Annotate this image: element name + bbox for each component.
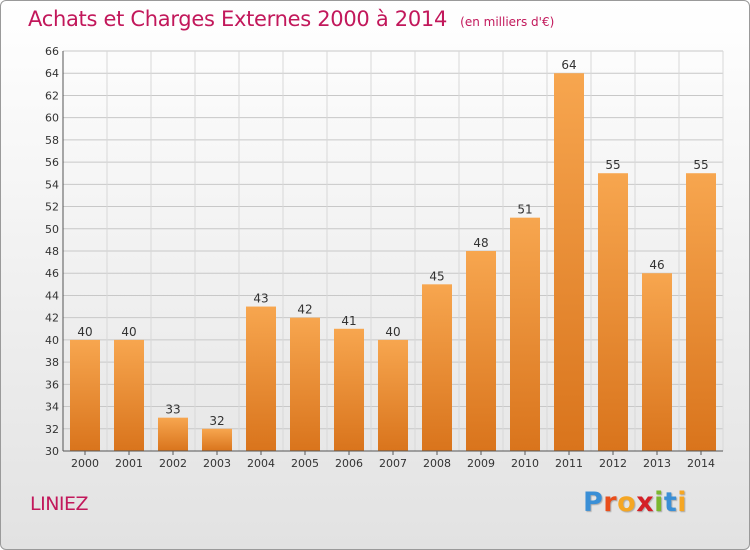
bars — [70, 73, 716, 451]
x-tick-label: 2004 — [247, 457, 275, 470]
data-label: 32 — [209, 414, 224, 428]
y-tick-label: 34 — [45, 401, 59, 414]
data-label: 41 — [341, 314, 356, 328]
data-label: 48 — [473, 236, 488, 250]
chart-title: Achats et Charges Externes 2000 à 2014 — [28, 7, 448, 31]
bar — [686, 173, 716, 451]
data-label: 64 — [561, 58, 576, 72]
bar — [378, 339, 408, 451]
x-tick-label: 2000 — [71, 457, 99, 470]
x-tick-label: 2007 — [379, 457, 407, 470]
commune-name: LINIEZ — [30, 493, 89, 515]
x-tick-label: 2002 — [159, 457, 187, 470]
data-label: 40 — [385, 325, 400, 339]
y-tick-label: 66 — [45, 45, 59, 58]
y-tick-label: 44 — [45, 289, 59, 302]
data-label: 55 — [605, 158, 620, 172]
y-tick-label: 60 — [45, 112, 59, 125]
data-label: 42 — [297, 303, 312, 317]
x-tick-label: 2001 — [115, 457, 143, 470]
x-tick-label: 2006 — [335, 457, 363, 470]
bar — [290, 317, 320, 451]
y-tick-label: 64 — [45, 67, 59, 80]
bar — [246, 306, 276, 451]
proxiti-logo[interactable]: Proxiti — [583, 487, 687, 518]
data-label: 51 — [517, 203, 532, 217]
bar — [202, 428, 232, 451]
logo-letter: o — [617, 487, 637, 518]
x-tick-label: 2005 — [291, 457, 319, 470]
data-label: 55 — [693, 158, 708, 172]
title-row: Achats et Charges Externes 2000 à 2014 (… — [28, 7, 554, 31]
x-tick-label: 2008 — [423, 457, 451, 470]
logo-letter: P — [583, 487, 604, 518]
bar — [510, 217, 540, 451]
y-tick-label: 46 — [45, 267, 59, 280]
chart-unit: (en milliers d'€) — [460, 15, 555, 29]
x-tick-label: 2012 — [599, 457, 627, 470]
data-labels: 40 40 33 32 43 42 41 40 45 48 51 64 55 46 55 — [77, 58, 708, 428]
x-tick-label: 2011 — [555, 457, 583, 470]
y-tick-label: 56 — [45, 156, 59, 169]
bar — [598, 173, 628, 451]
bar — [642, 273, 672, 451]
x-tick-label: 2009 — [467, 457, 495, 470]
y-tick-label: 52 — [45, 201, 59, 214]
data-label: 46 — [649, 258, 664, 272]
x-tick-label: 2013 — [643, 457, 671, 470]
logo-letter: r — [603, 487, 618, 518]
data-label: 43 — [253, 292, 268, 306]
x-axis: 2000 2001 2002 2003 2004 2005 2006 2007 2008 2009… — [63, 450, 723, 470]
bar — [334, 328, 364, 451]
y-tick-label: 32 — [45, 423, 59, 436]
bar — [554, 73, 584, 451]
x-tick-label: 2014 — [687, 457, 715, 470]
x-tick-label: 2010 — [511, 457, 539, 470]
logo-letter: i — [654, 487, 664, 518]
bar — [70, 339, 100, 451]
y-tick-label: 42 — [45, 312, 59, 325]
y-tick-label: 30 — [45, 445, 59, 458]
bar — [158, 417, 188, 451]
y-tick-label: 36 — [45, 378, 59, 391]
y-tick-label: 54 — [45, 178, 59, 191]
logo-letter: i — [677, 487, 688, 518]
y-tick-label: 58 — [45, 134, 59, 147]
data-label: 33 — [165, 403, 180, 417]
bar — [114, 339, 144, 451]
bar — [422, 284, 452, 451]
logo-letter: x — [636, 487, 655, 518]
y-tick-label: 40 — [45, 334, 59, 347]
y-tick-label: 50 — [45, 223, 59, 236]
logo-letter: t — [663, 487, 678, 518]
data-label: 40 — [77, 325, 92, 339]
data-label: 45 — [429, 269, 444, 283]
y-axis: 30 32 34 36 38 40 42 44 46 48 50 52 54 56 58 60 62 64 66 — [45, 45, 64, 458]
data-label: 40 — [121, 325, 136, 339]
x-tick-label: 2003 — [203, 457, 231, 470]
y-tick-label: 48 — [45, 245, 59, 258]
y-tick-label: 62 — [45, 89, 59, 102]
y-tick-label: 38 — [45, 356, 59, 369]
bar — [466, 251, 496, 451]
